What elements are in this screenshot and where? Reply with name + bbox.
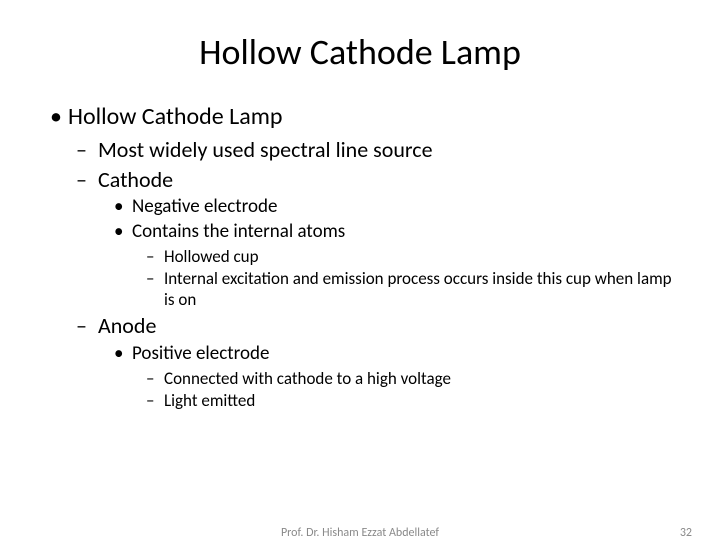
list-item: Light emitted (146, 390, 680, 411)
list-item: Hollow Cathode Lamp Most widely used spe… (50, 102, 680, 411)
bullet-list-lvl4: Connected with cathode to a high voltage… (132, 368, 680, 412)
bullet-text: Cathode (98, 166, 173, 193)
bullet-list-lvl4: Hollowed cup Internal excitation and emi… (132, 246, 680, 311)
list-item: Hollowed cup (146, 246, 680, 267)
bullet-text: Positive electrode (132, 342, 269, 365)
bullet-text: Light emitted (164, 390, 255, 411)
bullet-list-lvl2: Most widely used spectral line source Ca… (68, 136, 680, 411)
list-item: Connected with cathode to a high voltage (146, 368, 680, 389)
list-item: Most widely used spectral line source (76, 136, 680, 164)
bullet-text: Contains the internal atoms (132, 220, 345, 243)
list-item: Negative electrode (114, 195, 680, 219)
slide-body: Hollow Cathode Lamp Most widely used spe… (40, 102, 680, 411)
bullet-list-lvl1: Hollow Cathode Lamp Most widely used spe… (50, 102, 680, 411)
list-item: Cathode Negative electrode Contains the … (76, 166, 680, 311)
bullet-text: Hollow Cathode Lamp (68, 102, 283, 131)
list-item: Anode Positive electrode Connected with … (76, 312, 680, 411)
bullet-text: Negative electrode (132, 195, 277, 218)
bullet-text: Connected with cathode to a high voltage (164, 368, 451, 389)
footer-author: Prof. Dr. Hisham Ezzat Abdellatef (0, 526, 720, 540)
bullet-text: Hollowed cup (164, 246, 259, 267)
slide: Hollow Cathode Lamp Hollow Cathode Lamp … (0, 0, 720, 540)
bullet-list-lvl3: Negative electrode Contains the internal… (98, 195, 680, 310)
bullet-text: Anode (98, 312, 156, 339)
list-item: Internal excitation and emission process… (146, 268, 680, 311)
slide-title: Hollow Cathode Lamp (40, 30, 680, 74)
bullet-text: Internal excitation and emission process… (164, 268, 672, 310)
bullet-text: Most widely used spectral line source (98, 136, 433, 163)
list-item: Positive electrode Connected with cathod… (114, 342, 680, 411)
bullet-list-lvl3: Positive electrode Connected with cathod… (98, 342, 680, 411)
footer-page-number: 32 (680, 526, 692, 540)
list-item: Contains the internal atoms Hollowed cup… (114, 220, 680, 311)
